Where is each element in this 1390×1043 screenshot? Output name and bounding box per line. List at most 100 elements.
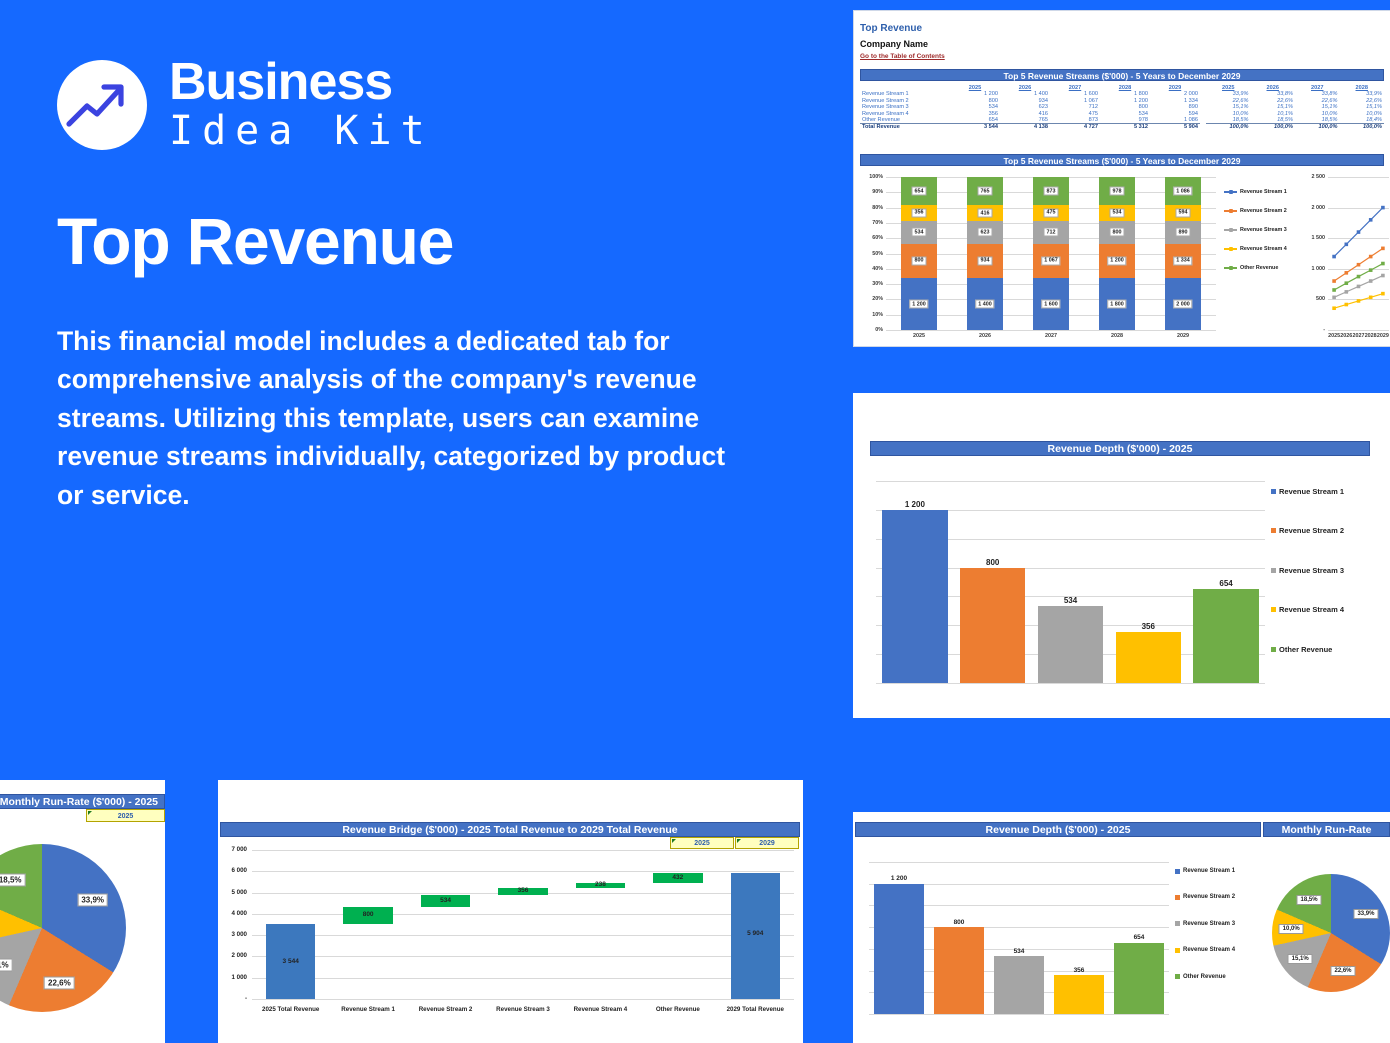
- stacked-segment: 934: [966, 243, 1004, 279]
- y-axis-tick: 10%: [872, 311, 883, 318]
- legend-item: Revenue Stream 4: [1224, 246, 1304, 252]
- table-cell: 873: [1088, 117, 1098, 124]
- monthly-run-rate-panel-left: Monthly Run-Rate ($'000) - 2025 2025 33,…: [0, 780, 165, 1043]
- legend-marker: [1224, 246, 1237, 252]
- bridge-year-from-selector[interactable]: 2025: [670, 837, 734, 849]
- legend-label: Revenue Stream 4: [1183, 947, 1236, 954]
- y-axis-tick: 1 500: [1311, 235, 1326, 242]
- pie-value-label: 22,6%: [1330, 966, 1356, 977]
- segment-value-label: 890: [1175, 227, 1191, 237]
- page-description: This financial model includes a dedicate…: [57, 326, 726, 510]
- stacked-segment: 1 334: [1164, 243, 1202, 279]
- year-selector-left[interactable]: 2025: [86, 809, 165, 822]
- gridline: [869, 905, 1169, 907]
- bar-value-label: 800: [953, 918, 965, 926]
- pct-cell: 10,1%: [1277, 110, 1293, 117]
- stacked-segment: 594: [1164, 205, 1202, 221]
- table-cell: 765: [1038, 117, 1048, 124]
- legend-item: Other Revenue: [1175, 974, 1259, 980]
- table-cell: 800: [988, 97, 998, 104]
- legend-dot: [1228, 227, 1233, 233]
- x-axis-tick: Revenue Stream 3: [496, 1006, 550, 1013]
- stacked-segment: 800: [1098, 220, 1136, 244]
- x-axis-tick: 2025: [913, 333, 925, 339]
- banner-revenue-depth: Revenue Depth ($'000) - 2025: [870, 441, 1370, 456]
- pct-row: 10,0% 10,1% 10,0% 10,0%: [1206, 111, 1384, 117]
- waterfall-bar: [343, 906, 393, 924]
- pct-cell: 15,1%: [1277, 104, 1293, 111]
- revenue-bridge-waterfall-chart: - 1 000 2 000 3 000 4 000 5 000 6 000 7 000 3 54…: [220, 840, 800, 1025]
- y-axis-tick: 2 500: [1311, 174, 1326, 180]
- gridline: [252, 977, 794, 979]
- segment-value-label: 1 200: [909, 299, 929, 309]
- stacked-bar-column: 1 600 1 067 712 475 873: [1032, 177, 1070, 330]
- gridline: [886, 330, 1216, 331]
- banner-monthly-run-rate-right: Monthly Run-Rate ($'000): [1263, 822, 1390, 851]
- pct-cell: 10,0%: [1232, 110, 1249, 117]
- gridline: [876, 481, 1265, 482]
- sheet-title: Top Revenue: [860, 23, 923, 34]
- pie-value-label: 33,9%: [1353, 908, 1379, 919]
- stacked-segment: 873: [1032, 177, 1070, 206]
- legend-label: Revenue Stream 3: [1183, 920, 1236, 927]
- x-axis-tick: Revenue Stream 1: [341, 1006, 395, 1013]
- revenue-depth-bar: [1113, 943, 1165, 1014]
- table-col-header: 2027: [1068, 85, 1082, 91]
- stacked-bar-column: 1 400 934 623 416 765: [966, 177, 1004, 330]
- stacked-bar-column: 1 200 800 534 356 654: [900, 177, 938, 330]
- legend-label: Revenue Stream 1: [1183, 868, 1236, 874]
- x-axis-tick: 2029: [1376, 333, 1389, 339]
- pct-col-header: 2026: [1266, 85, 1279, 91]
- legend-item: Revenue Stream 4: [1271, 605, 1368, 614]
- segment-value-label: 1 067: [1041, 256, 1061, 266]
- bar-value-label: 1 200: [890, 875, 908, 883]
- waterfall-bar: [653, 873, 703, 883]
- bridge-year-to-selector[interactable]: 2029: [735, 837, 799, 849]
- segment-value-label: 1 800: [1107, 299, 1127, 309]
- banner-revenue-bridge: Revenue Bridge ($'000) - 2025 Total Reve…: [220, 822, 800, 837]
- y-axis-tick: 40%: [872, 265, 883, 272]
- table-cell: 800: [1138, 104, 1148, 111]
- waterfall-bar: [265, 923, 316, 999]
- legend-item: Revenue Stream 4: [1175, 947, 1259, 953]
- table-cell: 416: [1038, 110, 1048, 117]
- gridline: [876, 538, 1265, 540]
- table-of-contents-link[interactable]: Go to the Table of Contents: [860, 53, 945, 60]
- gridline: [252, 935, 794, 937]
- segment-value-label: 1 200: [1107, 256, 1127, 266]
- legend-item: Other Revenue: [1224, 265, 1304, 271]
- legend-label: Revenue Stream 3: [1279, 565, 1345, 575]
- pct-cell: 22,6%: [1366, 97, 1382, 104]
- revenue-depth-bar: [960, 567, 1026, 683]
- legend-item: Revenue Stream 2: [1271, 526, 1368, 535]
- segment-value-label: 1 600: [1041, 299, 1061, 309]
- revenue-trend-line-chart: - 500 1 000 1 500 2 000 2 500 2025 2026 2027 2028…: [1306, 171, 1390, 346]
- pct-row: 15,1% 15,1% 15,1% 15,1%: [1206, 104, 1384, 110]
- revenue-depth-bar: [1115, 631, 1181, 683]
- legend-swatch: [1271, 607, 1276, 613]
- pie-value-label: 18,5%: [0, 873, 26, 886]
- table-cell: 654: [988, 117, 998, 124]
- spreadsheet-panel-top: Top Revenue Company Name Go to the Table…: [853, 10, 1390, 347]
- revenue-depth-bar-chart-small: 1 200 800 534 356 654 Revenue Stream 1 Revenue…: [863, 840, 1261, 1020]
- banner-revenue-streams-chart: Top 5 Revenue Streams ($'000) - 5 Years …: [860, 154, 1384, 166]
- banner-revenue-depth-small: Revenue Depth ($'000) - 2025: [855, 822, 1261, 837]
- gridline: [252, 850, 794, 851]
- stacked-segment: 623: [966, 220, 1004, 244]
- growth-arrow-chart-icon: [57, 60, 147, 150]
- gridline: [869, 883, 1169, 885]
- pie-value-label: 18,5%: [1296, 894, 1322, 905]
- stacked-segment: 356: [900, 205, 938, 221]
- table-cell: 1 334: [1184, 97, 1198, 104]
- pct-cell: 15,1%: [1321, 104, 1338, 111]
- legend-label: Revenue Stream 2: [1183, 894, 1236, 901]
- gridline: [876, 567, 1265, 569]
- monthly-run-rate-pie-right: 33,9% 22,6% 15,1% 10,0% 18,5%: [1265, 840, 1390, 1030]
- pct-cell: 18,5%: [1232, 117, 1249, 124]
- table-col-header: 2026: [1018, 85, 1032, 91]
- stacked-segment: 1 200: [900, 278, 938, 330]
- segment-value-label: 765: [977, 186, 993, 196]
- pct-total-row: 100,0% 100,0% 100,0% 100,0%: [1206, 123, 1384, 131]
- y-axis-tick: 0%: [875, 327, 883, 333]
- legend-label: Revenue Stream 2: [1279, 526, 1345, 536]
